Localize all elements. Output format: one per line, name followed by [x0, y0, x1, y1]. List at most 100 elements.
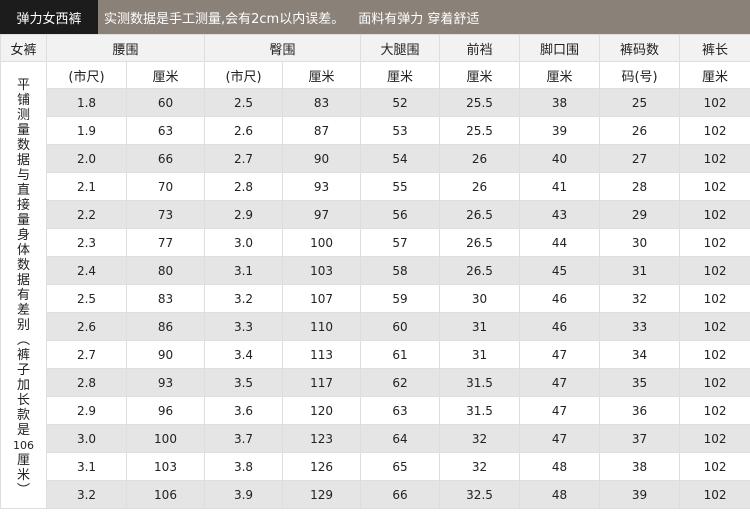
table-cell: 55 [360, 172, 441, 201]
table-cell: 31.5 [439, 368, 521, 397]
table-cell: 34 [599, 340, 681, 369]
table-cell: 2.0 [46, 144, 127, 173]
table-cell: 96 [125, 396, 206, 425]
table-row: 2.1 70 2.8 93 55 26 41 28 102 [1, 172, 750, 201]
header-size-code: 裤码数 [599, 34, 681, 62]
table-cell: 39 [519, 116, 601, 145]
table-cell: 3.9 [204, 480, 284, 509]
table-cell: 120 [282, 396, 362, 425]
table-cell: 28 [599, 172, 681, 201]
table-cell: 35 [599, 368, 681, 397]
side-note-char: 米 [16, 468, 30, 483]
side-note-char: 106 [13, 439, 34, 452]
table-cell: 60 [360, 312, 441, 341]
table-cell: 56 [360, 200, 441, 229]
table-cell: 97 [282, 200, 362, 229]
table-cell: 63 [125, 116, 206, 145]
side-note-char: 测 [16, 108, 30, 123]
table-cell: 86 [125, 312, 206, 341]
table-cell: 3.2 [46, 480, 127, 509]
table-cell: 103 [282, 256, 362, 285]
side-note-char: 量 [16, 123, 30, 138]
table-cell: 32 [439, 452, 521, 481]
side-note-text: 平铺测量数据与直接量身体数据有差别 ︵ 裤子加长款是 106 厘米 ︶ [2, 72, 46, 498]
side-note-char: 体 [16, 243, 30, 258]
table-row: 2.3 77 3.0 100 57 26.5 44 30 102 [1, 228, 750, 257]
table-cell: 2.3 [46, 228, 127, 257]
table-cell: 29 [599, 200, 681, 229]
banner: 弹力女西裤 实测数据是手工测量,会有2cm以内误差。 面料有弹力 穿着舒适 [0, 0, 750, 34]
table-cell: 70 [125, 172, 206, 201]
side-note-char: 铺 [16, 93, 30, 108]
table-cell: 3.8 [204, 452, 284, 481]
table-cell: 102 [679, 256, 750, 285]
table-cell: 3.2 [204, 284, 284, 313]
table-cell: 3.7 [204, 424, 284, 453]
side-note-char: 据 [16, 153, 30, 168]
table-cell: 2.2 [46, 200, 127, 229]
table-cell: 31.5 [439, 396, 521, 425]
table-cell: 73 [125, 200, 206, 229]
table-cell: 102 [679, 284, 750, 313]
table-cell: 3.4 [204, 340, 284, 369]
table-cell: 100 [282, 228, 362, 257]
table-cell: 2.4 [46, 256, 127, 285]
table-cell: 60 [125, 88, 206, 117]
table-row: 1.9 63 2.6 87 53 25.5 39 26 102 [1, 116, 750, 145]
table-cell: 27 [599, 144, 681, 173]
unit-rise-cm: 厘米 [439, 61, 521, 89]
table-cell: 102 [679, 396, 750, 425]
table-cell: 102 [679, 452, 750, 481]
table-cell: 59 [360, 284, 441, 313]
side-note-char: 加 [16, 378, 30, 393]
side-note-char: 裤 [16, 348, 30, 363]
table-cell: 47 [519, 396, 601, 425]
table-cell: 46 [519, 284, 601, 313]
table-row: 2.6 86 3.3 110 60 31 46 33 102 [1, 312, 750, 341]
table-cell: 90 [282, 144, 362, 173]
side-note-char: 平 [16, 78, 30, 93]
table-row: 3.0 100 3.7 123 64 32 47 37 102 [1, 424, 750, 453]
table-cell: 3.1 [46, 452, 127, 481]
table-cell: 102 [679, 228, 750, 257]
table-cell: 83 [125, 284, 206, 313]
table-cell: 3.3 [204, 312, 284, 341]
table-cell: 66 [360, 480, 441, 509]
table-cell: 62 [360, 368, 441, 397]
table-cell: 25.5 [439, 116, 521, 145]
banner-notice-bar: 实测数据是手工测量,会有2cm以内误差。 面料有弹力 穿着舒适 [98, 0, 750, 34]
table-cell: 66 [125, 144, 206, 173]
table-cell: 31 [599, 256, 681, 285]
table-cell: 2.9 [204, 200, 284, 229]
table-cell: 83 [282, 88, 362, 117]
unit-hip-chi: (市尺) [204, 61, 284, 89]
table-cell: 1.8 [46, 88, 127, 117]
table-cell: 41 [519, 172, 601, 201]
table-row: 2.9 96 3.6 120 63 31.5 47 36 102 [1, 396, 750, 425]
table-cell: 2.1 [46, 172, 127, 201]
table-cell: 2.6 [204, 116, 284, 145]
table-cell: 26.5 [439, 256, 521, 285]
table-cell: 102 [679, 116, 750, 145]
table-row: 2.0 66 2.7 90 54 26 40 27 102 [1, 144, 750, 173]
table-cell: 102 [679, 88, 750, 117]
unit-thigh-cm: 厘米 [360, 61, 441, 89]
table-cell: 117 [282, 368, 362, 397]
table-cell: 102 [679, 144, 750, 173]
table-cell: 26 [439, 172, 521, 201]
header-leg-opening: 脚口围 [519, 34, 601, 62]
table-cell: 123 [282, 424, 362, 453]
table-cell: 102 [679, 424, 750, 453]
table-cell: 33 [599, 312, 681, 341]
table-cell: 65 [360, 452, 441, 481]
table-cell: 54 [360, 144, 441, 173]
table-cell: 47 [519, 424, 601, 453]
side-note-char: 厘 [16, 453, 30, 468]
unit-leg-cm: 厘米 [519, 61, 601, 89]
table-cell: 63 [360, 396, 441, 425]
measurement-notice: 实测数据是手工测量,会有2cm以内误差。 [104, 11, 345, 27]
table-cell: 102 [679, 312, 750, 341]
table-cell: 25 [599, 88, 681, 117]
table-row: 2.8 93 3.5 117 62 31.5 47 35 102 [1, 368, 750, 397]
side-note-char: 子 [16, 363, 30, 378]
